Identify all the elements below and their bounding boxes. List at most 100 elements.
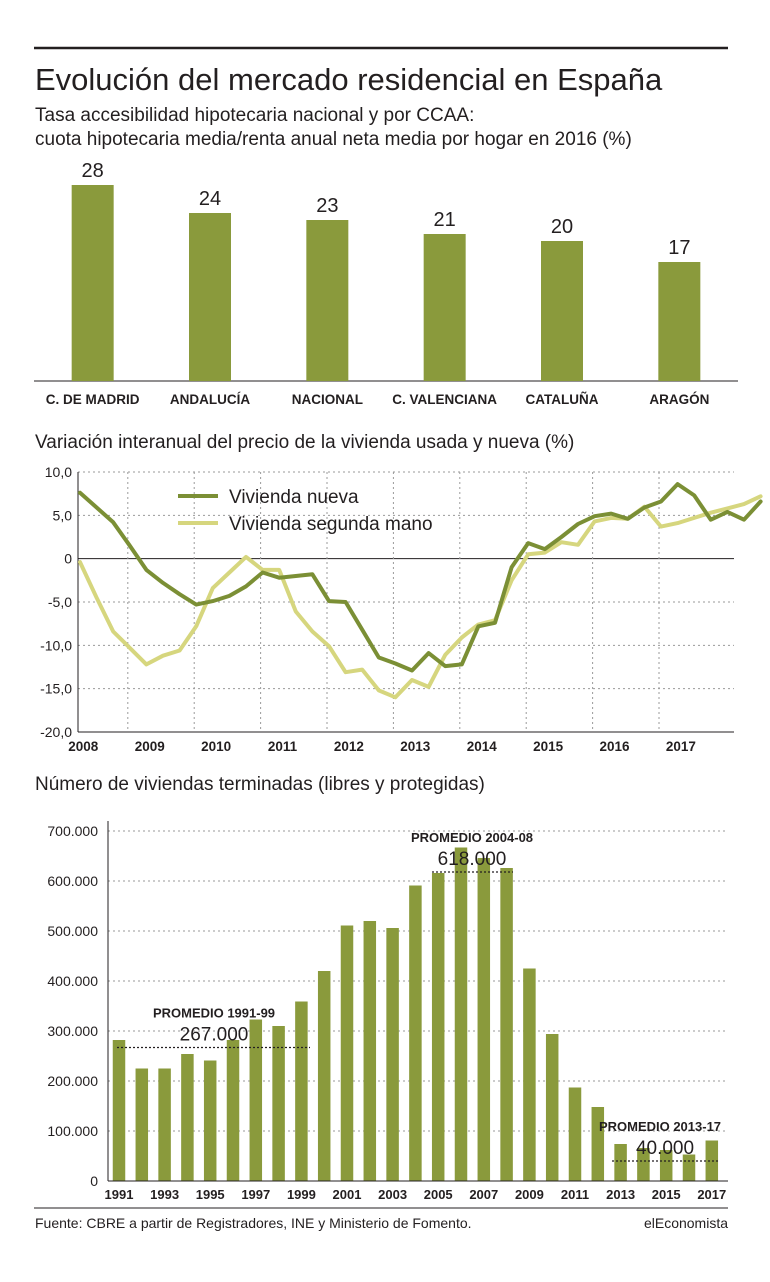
bar-2017 [705,1140,719,1181]
bar-category-label: NACIONAL [292,392,363,407]
x-tick-label: 2009 [135,739,165,754]
bar-2010 [545,1034,559,1181]
bar-4 [541,241,583,381]
y-tick-label: 0 [90,1173,98,1189]
x-tick-label: 2016 [599,739,630,754]
bar-2011 [568,1087,582,1181]
bar-2007 [477,858,491,1181]
x-tick-label: 2001 [333,1187,362,1202]
average-value-label: 267.000 [180,1025,249,1046]
bar-value-label: 17 [668,237,690,259]
bar-2003 [386,928,399,1181]
x-tick-label: 1997 [241,1187,270,1202]
average-value-label: 40.000 [636,1138,694,1159]
average-title-label: PROMEDIO 1991-99 [153,1006,275,1021]
bar-category-label: ARAGÓN [649,392,709,407]
y-tick-label: 5,0 [53,507,73,523]
bar-category-label: C. DE MADRID [46,392,140,407]
x-tick-label: 2017 [697,1187,726,1202]
x-tick-label: 2012 [334,739,364,754]
bar-value-label: 23 [316,195,338,217]
bar-2009 [523,968,536,1181]
x-tick-label: 2007 [469,1187,498,1202]
x-tick-label: 1995 [196,1187,225,1202]
bar-2013 [614,1144,627,1181]
x-tick-label: 2010 [201,739,231,754]
bar-0 [71,185,114,381]
subtitle-line-1: Tasa accesibilidad hipotecaria nacional … [35,105,474,126]
x-tick-label: 2011 [268,739,298,754]
bar-value-label: 24 [199,188,221,210]
bar-1996 [226,1040,240,1181]
x-tick-label: 2009 [515,1187,544,1202]
x-tick-label: 1991 [105,1187,134,1202]
bar-1995 [203,1060,217,1181]
main-title: Evolución del mercado residencial en Esp… [35,62,663,97]
bar-2000 [317,971,331,1181]
x-tick-label: 2015 [652,1187,681,1202]
bar-2012 [591,1107,605,1181]
y-tick-label: 400.000 [47,973,98,989]
y-tick-label: 0 [64,551,72,567]
source-note: Fuente: CBRE a partir de Registradores, … [35,1215,472,1231]
bar-1998 [272,1026,285,1181]
x-tick-label: 2003 [378,1187,407,1202]
x-tick-label: 2015 [533,739,564,754]
y-tick-label: 600.000 [47,873,98,889]
x-tick-label: 2014 [467,739,498,754]
subtitle-line-2: cuota hipotecaria media/renta anual neta… [35,129,632,150]
average-value-label: 618.000 [438,849,507,870]
bar-value-label: 21 [434,209,456,231]
y-tick-label: -5,0 [48,594,72,610]
y-tick-label: 200.000 [47,1073,98,1089]
y-tick-label: 10,0 [45,464,72,480]
y-tick-label: 300.000 [47,1023,98,1039]
bar-2001 [340,925,354,1181]
bar-category-label: CATALUÑA [526,392,599,407]
price-chart-title: Variación interanual del precio de la vi… [35,432,574,453]
x-tick-label: 2017 [666,739,696,754]
bar-3 [423,234,466,381]
bar-2008 [500,868,513,1181]
y-tick-label: 100.000 [47,1123,98,1139]
bar-1999 [295,1001,308,1181]
y-tick-label: 700.000 [47,823,98,839]
bar-value-label: 28 [82,160,104,182]
completed-homes-bar-chart: 0 100.000 200.000 300.000 400.000 500.000 600.… [47,821,728,1202]
housing-chart-title: Número de viviendas terminadas (libres y… [35,774,485,795]
x-tick-label: 2005 [424,1187,453,1202]
bar-category-label: C. VALENCIANA [392,392,497,407]
series-line-vivienda-nueva [78,482,763,673]
bar-1 [189,213,231,381]
bar-2006 [454,847,468,1181]
bar-value-label: 20 [551,216,573,238]
x-tick-label: 2013 [606,1187,635,1202]
legend-label-nueva: Vivienda nueva [229,487,359,508]
bar-2005 [431,873,445,1181]
bar-1997 [249,1019,263,1181]
x-tick-label: 2011 [561,1187,589,1202]
y-tick-label: -15,0 [40,681,72,697]
brand-label: elEconomista [644,1215,728,1231]
bar-2014 [637,1148,650,1181]
bar-2002 [363,921,377,1181]
y-tick-label: -20,0 [40,724,72,740]
x-tick-label: 1993 [150,1187,179,1202]
x-tick-label: 1999 [287,1187,316,1202]
bar-category-label: ANDALUCÍA [170,392,250,407]
bar-1994 [181,1054,194,1181]
average-title-label: PROMEDIO 2004-08 [411,830,533,845]
x-tick-label: 2013 [400,739,431,754]
series-line-vivienda-segunda-mano [78,494,763,700]
y-tick-label: -10,0 [40,637,72,653]
affordability-bar-chart: 28 C. DE MADRID 24 ANDALUCÍA 23 NACIONAL 21 C. … [34,160,738,407]
bar-1992 [135,1068,149,1181]
bar-2004 [409,885,422,1181]
y-tick-label: 500.000 [47,923,98,939]
bar-1991 [112,1040,126,1181]
legend-label-segunda: Vivienda segunda mano [229,514,433,535]
x-tick-label: 2008 [68,739,99,754]
